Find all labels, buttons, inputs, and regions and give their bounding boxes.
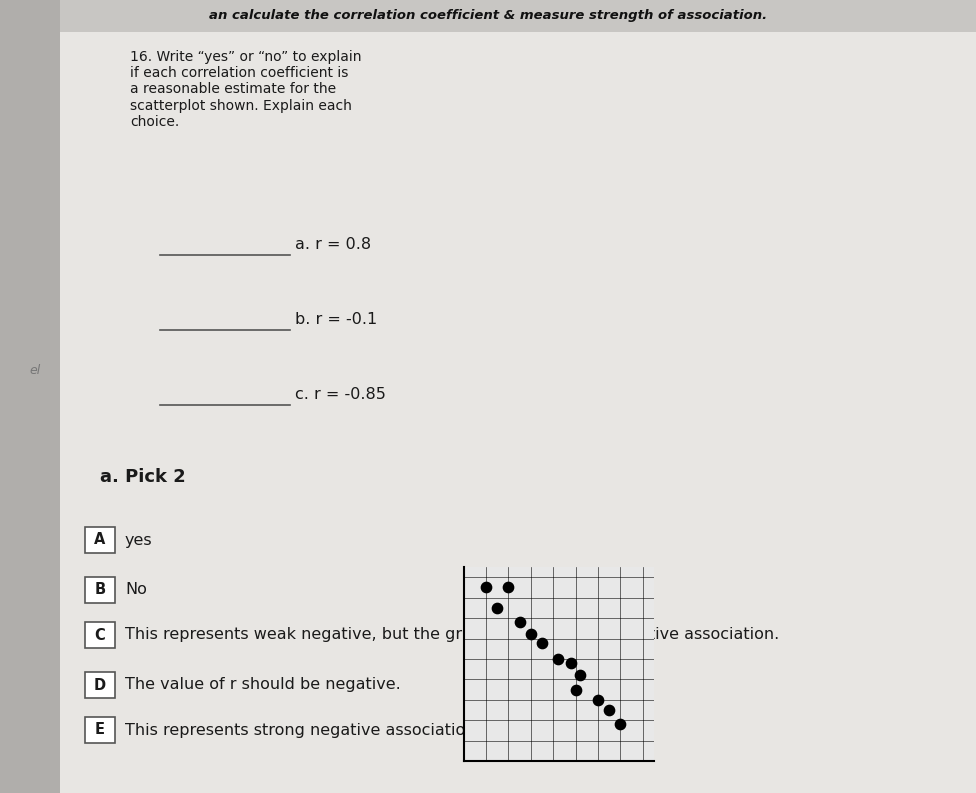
Point bbox=[572, 669, 588, 682]
Point bbox=[590, 694, 606, 707]
Point bbox=[534, 636, 549, 649]
Text: C: C bbox=[95, 627, 105, 642]
Point bbox=[511, 616, 527, 629]
Text: yes: yes bbox=[125, 533, 152, 547]
Point bbox=[501, 581, 516, 594]
Text: This represents weak negative, but the graph shows strong negative association.: This represents weak negative, but the g… bbox=[125, 627, 779, 642]
Text: 16. Write “yes” or “no” to explain
if each correlation coefficient is
a reasonab: 16. Write “yes” or “no” to explain if ea… bbox=[130, 50, 361, 128]
Point bbox=[478, 581, 494, 594]
FancyBboxPatch shape bbox=[85, 577, 115, 603]
Point bbox=[523, 628, 539, 641]
Text: an calculate the correlation coefficient & measure strength of association.: an calculate the correlation coefficient… bbox=[209, 10, 767, 22]
Text: A: A bbox=[95, 533, 105, 547]
FancyBboxPatch shape bbox=[85, 622, 115, 648]
Text: The value of r should be negative.: The value of r should be negative. bbox=[125, 677, 401, 692]
Text: c. r = -0.85: c. r = -0.85 bbox=[295, 387, 386, 402]
FancyBboxPatch shape bbox=[85, 717, 115, 743]
FancyBboxPatch shape bbox=[60, 0, 976, 793]
Text: E: E bbox=[95, 722, 105, 737]
Text: b. r = -0.1: b. r = -0.1 bbox=[295, 312, 378, 327]
Text: B: B bbox=[95, 583, 105, 597]
FancyBboxPatch shape bbox=[0, 0, 60, 793]
Point bbox=[568, 684, 584, 696]
FancyBboxPatch shape bbox=[85, 527, 115, 553]
Text: No: No bbox=[125, 583, 146, 597]
Point bbox=[549, 653, 565, 665]
Text: This represents strong negative association.: This represents strong negative associat… bbox=[125, 722, 480, 737]
FancyBboxPatch shape bbox=[85, 672, 115, 698]
Text: el: el bbox=[29, 363, 41, 377]
Text: a. Pick 2: a. Pick 2 bbox=[100, 468, 185, 486]
Text: a. r = 0.8: a. r = 0.8 bbox=[295, 237, 371, 252]
Point bbox=[613, 718, 629, 731]
FancyBboxPatch shape bbox=[60, 0, 976, 32]
Point bbox=[601, 704, 617, 717]
Point bbox=[489, 602, 505, 615]
Text: D: D bbox=[94, 677, 106, 692]
Point bbox=[563, 657, 579, 669]
